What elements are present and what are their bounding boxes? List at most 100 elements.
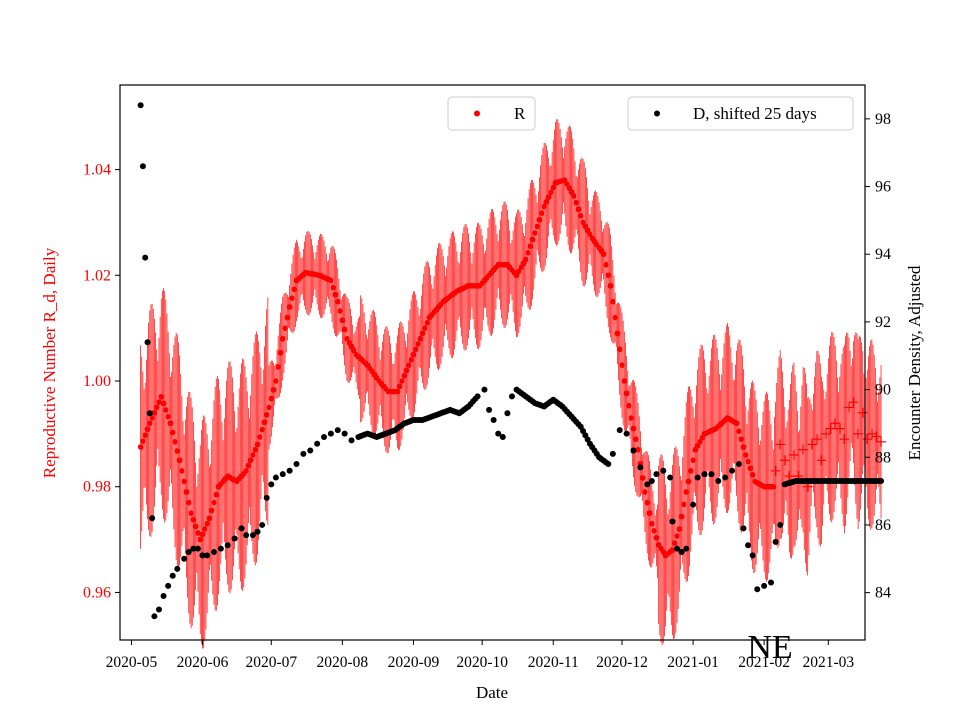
r-point <box>179 468 185 474</box>
r-point <box>204 520 210 527</box>
r-cross-point <box>816 455 827 466</box>
r-point <box>424 320 430 326</box>
r-point <box>630 425 637 432</box>
d-point <box>146 410 153 417</box>
r-point <box>612 314 618 321</box>
d-point <box>722 474 729 481</box>
left-tick-label: 1.04 <box>83 162 111 179</box>
r-point <box>330 284 336 291</box>
r-cross-point <box>839 434 850 445</box>
r-point <box>644 499 651 506</box>
x-tick-label: 2020-08 <box>317 654 369 671</box>
r-point <box>263 412 270 418</box>
r-point <box>614 330 621 337</box>
r-cross-point <box>807 439 818 450</box>
r-cross-point <box>857 407 868 418</box>
d-point <box>481 386 488 393</box>
d-point <box>623 430 630 437</box>
r-point <box>690 457 696 464</box>
right-tick-label: 94 <box>875 246 891 263</box>
d-point <box>508 393 515 400</box>
d-point <box>181 555 188 562</box>
r-point <box>282 325 288 331</box>
r-point <box>213 491 220 498</box>
d-point <box>300 450 307 457</box>
r-point <box>573 199 579 206</box>
d-point <box>701 471 708 478</box>
r-cross-point <box>775 439 786 450</box>
x-tick-label: 2021-03 <box>802 654 854 671</box>
r-point <box>247 457 254 464</box>
r-point <box>674 533 680 539</box>
d-point <box>609 450 616 457</box>
x-axis-label: Date <box>476 683 508 702</box>
d-point <box>660 467 667 474</box>
d-point <box>272 474 279 481</box>
r-point <box>681 501 687 508</box>
r-cross-point <box>770 465 781 476</box>
r-point <box>181 478 187 485</box>
r-point <box>185 499 192 506</box>
r-point <box>534 223 540 230</box>
legend-r-marker <box>474 110 480 117</box>
r-cross-point <box>853 428 864 439</box>
r-point <box>575 206 582 213</box>
d-point <box>254 528 261 535</box>
r-point <box>176 457 183 464</box>
r-point <box>605 272 612 279</box>
r-point <box>144 426 151 433</box>
r-point <box>165 413 171 420</box>
right-tick-label: 90 <box>875 382 891 399</box>
r-point <box>172 438 178 445</box>
r-point <box>174 448 181 454</box>
d-point <box>194 545 201 552</box>
d-point <box>768 579 775 586</box>
r-point <box>619 362 625 368</box>
r-cross-point <box>788 450 799 460</box>
x-tick-label: 2020-11 <box>528 654 579 671</box>
d-point <box>616 427 623 434</box>
d-point <box>653 471 660 478</box>
r-point <box>277 350 284 356</box>
d-point <box>754 586 761 593</box>
r-cross-point <box>834 423 845 434</box>
d-point <box>683 545 690 552</box>
x-tick-label: 2020-06 <box>177 654 229 671</box>
legend-d: D, shifted 25 days <box>627 96 854 131</box>
r-point <box>396 383 403 390</box>
d-point <box>286 467 293 474</box>
r-point <box>687 468 694 474</box>
d-point <box>293 461 300 468</box>
r-series <box>137 177 887 559</box>
r-point <box>339 317 346 324</box>
d-point <box>605 461 612 468</box>
r-point <box>250 452 256 458</box>
r-point <box>683 489 689 495</box>
r-point <box>183 489 190 495</box>
r-point <box>419 330 426 337</box>
r-point <box>671 540 678 546</box>
d-point <box>190 545 197 552</box>
d-point <box>630 447 637 454</box>
r-point <box>632 436 639 442</box>
r-point <box>284 314 291 321</box>
r-point <box>412 346 419 353</box>
r-point <box>401 372 408 379</box>
right-tick-label: 84 <box>875 585 891 602</box>
r-cross-point <box>830 418 841 429</box>
d-point <box>210 549 217 556</box>
r-point <box>252 446 259 453</box>
r-point <box>328 277 334 284</box>
r-point <box>149 415 155 421</box>
r-point <box>541 203 547 210</box>
plot-frame <box>119 84 866 641</box>
r-point <box>410 351 417 358</box>
r-point <box>142 432 149 438</box>
r-point <box>676 526 683 532</box>
r-point <box>545 194 552 200</box>
r-point <box>169 429 176 436</box>
d-point <box>259 521 266 528</box>
d-point <box>715 477 722 484</box>
